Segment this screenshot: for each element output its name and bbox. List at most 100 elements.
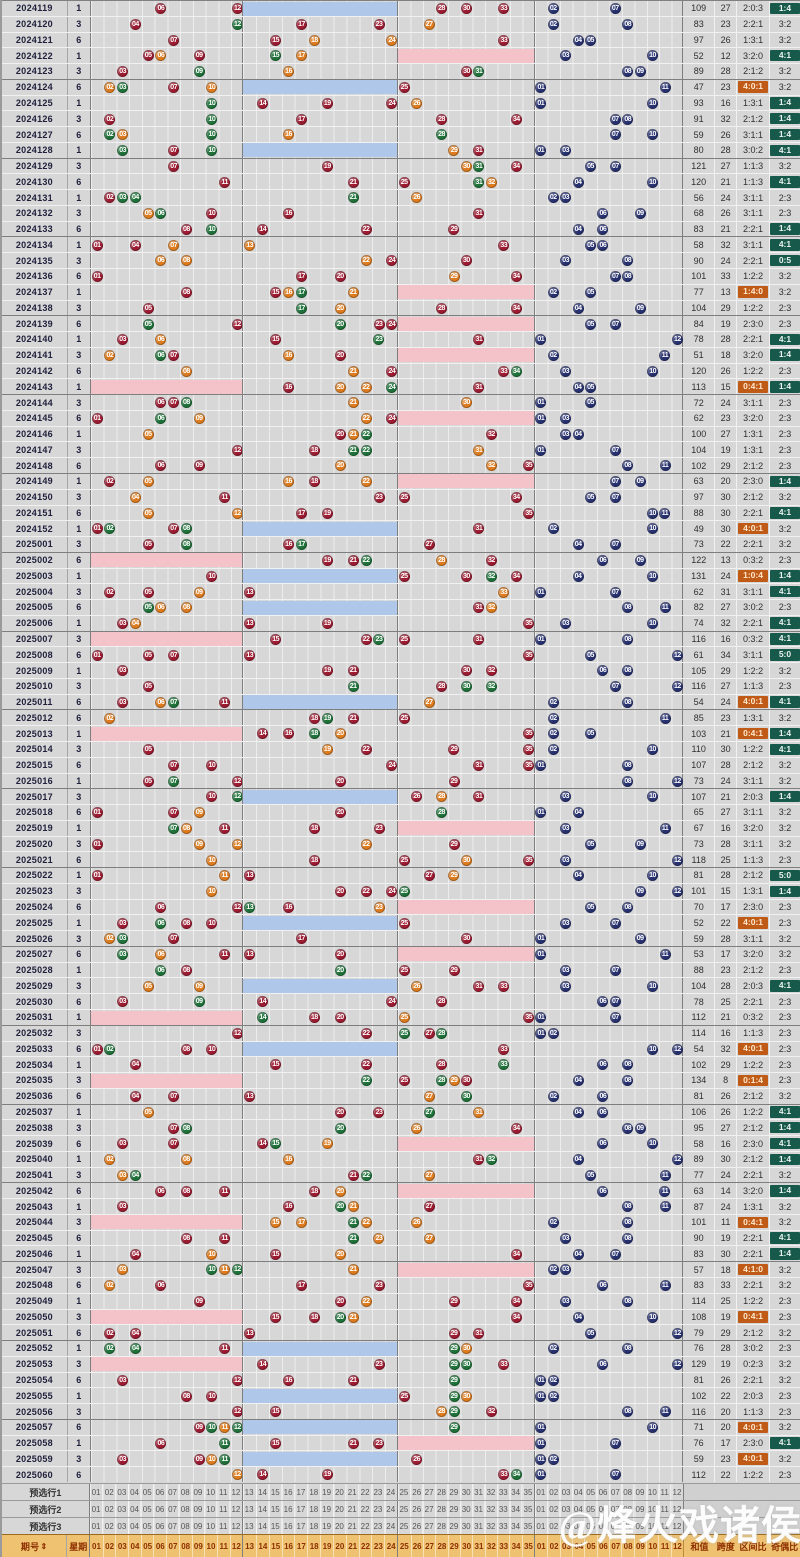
- presel-number[interactable]: 15: [268, 1518, 281, 1535]
- presel-number[interactable]: 20: [332, 1484, 346, 1501]
- presel-number[interactable]: 09: [633, 1484, 645, 1501]
- presel-number[interactable]: 02: [102, 1501, 115, 1518]
- presel-number[interactable]: 07: [608, 1518, 621, 1535]
- presel-number[interactable]: 31: [471, 1518, 484, 1535]
- presel-number[interactable]: 07: [165, 1484, 179, 1501]
- presel-number[interactable]: 09: [191, 1501, 204, 1518]
- presel-number[interactable]: 11: [658, 1501, 670, 1518]
- presel-number[interactable]: 29: [447, 1484, 459, 1501]
- presel-number[interactable]: 03: [559, 1501, 571, 1518]
- presel-number[interactable]: 12: [229, 1518, 242, 1535]
- presel-number[interactable]: 30: [459, 1484, 472, 1501]
- presel-number[interactable]: 13: [244, 1504, 254, 1514]
- presel-number[interactable]: 33: [496, 1484, 509, 1501]
- presel-number[interactable]: 07: [608, 1484, 621, 1501]
- presel-number[interactable]: 27: [422, 1484, 434, 1501]
- presel-number[interactable]: 09: [633, 1518, 645, 1535]
- presel-number[interactable]: 10: [645, 1501, 658, 1518]
- presel-number[interactable]: 30: [459, 1518, 472, 1535]
- presel-number[interactable]: 10: [203, 1501, 217, 1518]
- presel-number[interactable]: 06: [596, 1484, 608, 1501]
- presel-number[interactable]: 18: [306, 1501, 320, 1518]
- presel-number[interactable]: 05: [140, 1484, 153, 1501]
- presel-number[interactable]: 13: [244, 1487, 254, 1497]
- presel-number[interactable]: 01: [91, 1487, 101, 1497]
- presel-number[interactable]: 11: [216, 1518, 229, 1535]
- presel-number[interactable]: 12: [670, 1484, 682, 1501]
- presel-number[interactable]: 09: [191, 1484, 204, 1501]
- presel-number[interactable]: 05: [584, 1484, 596, 1501]
- presel-number[interactable]: 07: [165, 1501, 179, 1518]
- presel-number[interactable]: 01: [536, 1521, 546, 1531]
- presel-number[interactable]: 08: [178, 1501, 191, 1518]
- presel-number[interactable]: 02: [547, 1484, 559, 1501]
- presel-number[interactable]: 11: [216, 1501, 229, 1518]
- presel-number[interactable]: 12: [670, 1501, 682, 1518]
- presel-number[interactable]: 12: [229, 1484, 242, 1501]
- presel-number[interactable]: 04: [127, 1501, 141, 1518]
- presel-number[interactable]: 02: [102, 1518, 115, 1535]
- presel-number[interactable]: 06: [596, 1518, 608, 1535]
- presel-number[interactable]: 25: [399, 1487, 409, 1497]
- presel-number[interactable]: 15: [268, 1484, 281, 1501]
- presel-number[interactable]: 20: [332, 1518, 346, 1535]
- presel-number[interactable]: 32: [484, 1484, 496, 1501]
- presel-number[interactable]: 13: [244, 1521, 254, 1531]
- presel-number[interactable]: 14: [255, 1501, 269, 1518]
- presel-number[interactable]: 26: [410, 1501, 422, 1518]
- presel-number[interactable]: 26: [410, 1518, 422, 1535]
- presel-number[interactable]: 19: [319, 1501, 333, 1518]
- presel-number[interactable]: 09: [633, 1501, 645, 1518]
- presel-number[interactable]: 35: [521, 1484, 533, 1501]
- presel-number[interactable]: 16: [281, 1484, 294, 1501]
- presel-number[interactable]: 24: [383, 1501, 397, 1518]
- presel-number[interactable]: 02: [102, 1484, 115, 1501]
- presel-number[interactable]: 11: [216, 1484, 229, 1501]
- presel-number[interactable]: 03: [559, 1518, 571, 1535]
- presel-number[interactable]: 03: [115, 1484, 128, 1501]
- presel-number[interactable]: 32: [484, 1518, 496, 1535]
- presel-number[interactable]: 01: [536, 1487, 546, 1497]
- presel-number[interactable]: 34: [508, 1518, 521, 1535]
- presel-number[interactable]: 06: [153, 1501, 166, 1518]
- presel-number[interactable]: 21: [345, 1518, 358, 1535]
- presel-number[interactable]: 30: [459, 1501, 472, 1518]
- presel-number[interactable]: 04: [571, 1484, 584, 1501]
- presel-number[interactable]: 03: [559, 1484, 571, 1501]
- presel-number[interactable]: 31: [471, 1484, 484, 1501]
- presel-number[interactable]: 16: [281, 1501, 294, 1518]
- presel-number[interactable]: 32: [484, 1501, 496, 1518]
- presel-number[interactable]: 14: [255, 1484, 269, 1501]
- presel-number[interactable]: 01: [91, 1521, 101, 1531]
- presel-number[interactable]: 06: [153, 1518, 166, 1535]
- presel-number[interactable]: 25: [399, 1521, 409, 1531]
- presel-number[interactable]: 08: [621, 1484, 633, 1501]
- presel-number[interactable]: 04: [571, 1518, 584, 1535]
- presel-number[interactable]: 08: [178, 1518, 191, 1535]
- presel-number[interactable]: 31: [471, 1501, 484, 1518]
- presel-number[interactable]: 05: [584, 1501, 596, 1518]
- presel-number[interactable]: 17: [294, 1501, 307, 1518]
- presel-number[interactable]: 04: [571, 1501, 584, 1518]
- presel-number[interactable]: 01: [91, 1504, 101, 1514]
- presel-number[interactable]: 10: [203, 1518, 217, 1535]
- presel-number[interactable]: 33: [496, 1501, 509, 1518]
- presel-number[interactable]: 28: [434, 1501, 447, 1518]
- presel-number[interactable]: 09: [191, 1518, 204, 1535]
- presel-number[interactable]: 22: [358, 1484, 371, 1501]
- presel-number[interactable]: 08: [178, 1484, 191, 1501]
- presel-number[interactable]: 27: [422, 1518, 434, 1535]
- presel-number[interactable]: 15: [268, 1501, 281, 1518]
- presel-number[interactable]: 35: [521, 1501, 533, 1518]
- presel-number[interactable]: 03: [115, 1518, 128, 1535]
- presel-number[interactable]: 11: [658, 1518, 670, 1535]
- presel-number[interactable]: 07: [608, 1501, 621, 1518]
- presel-number[interactable]: 12: [670, 1518, 682, 1535]
- presel-number[interactable]: 12: [229, 1501, 242, 1518]
- presel-number[interactable]: 21: [345, 1501, 358, 1518]
- presel-number[interactable]: 14: [255, 1518, 269, 1535]
- presel-number[interactable]: 29: [447, 1501, 459, 1518]
- presel-number[interactable]: 23: [371, 1518, 384, 1535]
- presel-number[interactable]: 23: [371, 1501, 384, 1518]
- presel-number[interactable]: 25: [399, 1504, 409, 1514]
